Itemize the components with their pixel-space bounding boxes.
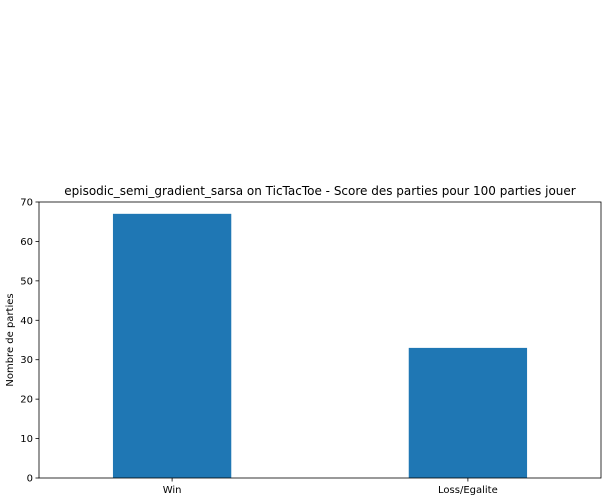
axes-spines [38,201,602,479]
y-tick-label: 70 [20,198,33,209]
x-axis-ticks: Win Loss/Egalite [163,478,498,496]
bar-win [112,213,232,478]
y-tick-label: 30 [20,355,33,366]
y-tick-label: 40 [20,316,33,327]
y-tick-label: 50 [20,276,33,287]
y-axis-ticks: 0 10 20 30 40 50 60 70 [20,198,39,485]
x-tick-label: Loss/Egalite [438,485,498,496]
bars-group [112,213,528,478]
y-tick-label: 60 [20,237,33,248]
bar-loss-egalite [408,347,528,478]
plot-frame [38,201,602,479]
y-tick-label: 10 [20,434,33,445]
chart-title: episodic_semi_gradient_sarsa on TicTacTo… [64,184,576,198]
x-tick-label: Win [163,485,182,496]
y-tick-label: 0 [27,474,33,485]
y-axis-label: Nombre de parties [5,293,16,386]
y-tick-label: 20 [20,395,33,406]
